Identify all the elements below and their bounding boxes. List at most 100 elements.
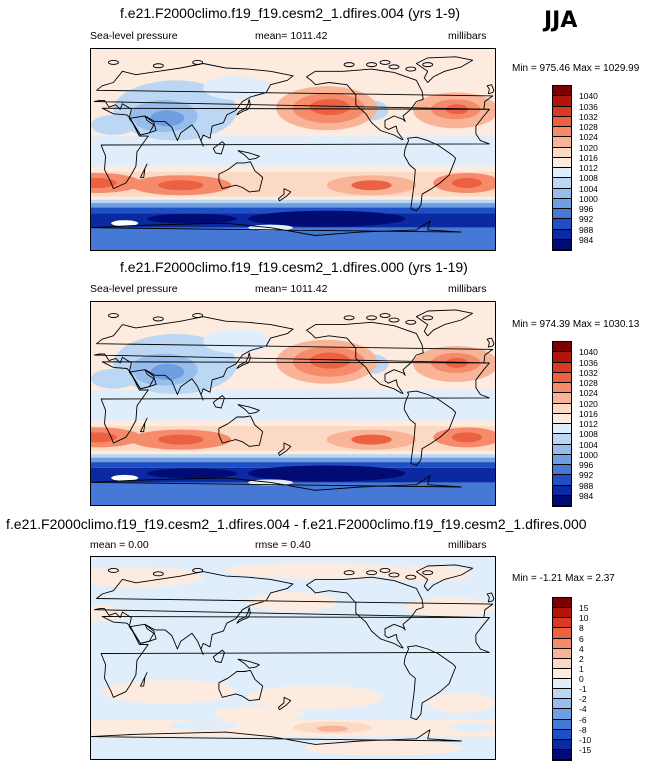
coastlines xyxy=(91,56,495,236)
trough-core xyxy=(248,210,406,227)
colorbar-swatch xyxy=(553,465,571,476)
europe-asia-coastline xyxy=(93,63,494,147)
island-coastline xyxy=(107,59,119,65)
island-coastline xyxy=(152,316,164,322)
madagascar-coastline xyxy=(139,417,148,433)
colorbar-swatch xyxy=(553,739,571,750)
south-america-coastline xyxy=(403,136,457,212)
colorbar-tick-label: 1024 xyxy=(579,132,598,143)
uk-coastline xyxy=(486,592,495,603)
colorbar-swatch xyxy=(553,485,571,496)
colorbar-swatch xyxy=(553,658,571,669)
colorbar-tick-label: 1032 xyxy=(579,111,598,122)
colorbar-tick-label: 1020 xyxy=(579,142,598,153)
colorbar-swatch xyxy=(553,699,571,710)
positive-anomaly xyxy=(304,739,462,756)
island-coastline xyxy=(192,568,204,573)
madagascar-coastline xyxy=(139,672,148,687)
colorbar-swatch xyxy=(553,413,571,424)
positive-anomaly xyxy=(91,567,204,588)
colorbar-tick-label: 15 xyxy=(579,603,589,614)
island-coastline xyxy=(388,317,400,323)
trough-core xyxy=(147,468,237,479)
panel-2-mean-label: mean= 1011.42 xyxy=(255,283,328,295)
southern-high-core xyxy=(451,178,483,188)
africa-coastline xyxy=(100,616,490,698)
antarctic-band xyxy=(91,482,495,505)
island-coastline xyxy=(343,62,355,68)
colorbar-tick-label: 1040 xyxy=(579,347,598,358)
island-coastline xyxy=(366,570,378,576)
arabia-coastline xyxy=(129,369,155,390)
island-coastline xyxy=(343,570,355,576)
colorbar-tick-label: 1016 xyxy=(579,152,598,163)
colorbar-swatch xyxy=(553,106,571,117)
southern-high-core xyxy=(351,180,392,191)
panel-3-minmax: Min = -1.21 Max = 2.37 xyxy=(512,573,615,584)
greenland-coastline xyxy=(415,309,474,337)
panel-3-map xyxy=(90,556,496,760)
antarctic-plateau xyxy=(111,220,139,227)
trough-core xyxy=(147,213,237,224)
trough-band-3 xyxy=(91,462,495,468)
colorbar-swatch xyxy=(553,729,571,740)
colorbar-swatch xyxy=(553,168,571,179)
north-pacific-high-core xyxy=(309,99,351,116)
positive-anomaly xyxy=(427,692,495,713)
colorbar-tick-label: -1 xyxy=(579,684,587,695)
colorbar-swatch xyxy=(553,198,571,209)
positive-anomaly xyxy=(248,591,338,612)
north-pacific-high-core xyxy=(309,352,351,369)
madagascar-coastline xyxy=(139,163,148,178)
trough-band-1 xyxy=(91,199,495,204)
colorbar-swatch xyxy=(553,188,571,199)
colorbar-tick-label: 984 xyxy=(579,234,594,245)
greenland-coastline xyxy=(415,56,474,83)
negative-anomaly xyxy=(169,720,237,731)
colorbar-tick-label: 1004 xyxy=(579,439,598,450)
colorbar-swatch xyxy=(553,86,571,97)
colorbar-swatch xyxy=(553,137,571,148)
island-coastline xyxy=(379,568,391,573)
colorbar-tick-label: 988 xyxy=(579,480,594,491)
island-coastline xyxy=(422,62,434,68)
colorbar-swatch xyxy=(553,209,571,220)
colorbar-tick-label: 8 xyxy=(579,623,584,634)
island-coastline xyxy=(343,315,355,321)
borneo-coastline xyxy=(212,649,225,663)
arabia-coastline xyxy=(129,623,155,644)
colorbar-swatch xyxy=(553,628,571,639)
colorbar-tick-label: 1004 xyxy=(579,183,598,194)
colorbar-tick-label: -8 xyxy=(579,724,587,735)
colorbar-tick-label: -4 xyxy=(579,704,587,715)
panel-2-map xyxy=(90,301,496,506)
colorbar-tick-label: -2 xyxy=(579,694,587,705)
uk-coastline xyxy=(486,84,495,95)
australia-coastline xyxy=(218,669,264,702)
colorbar-swatch xyxy=(553,719,571,730)
colorbar-swatch xyxy=(553,424,571,435)
colorbar-swatch xyxy=(553,648,571,659)
colorbar-swatch xyxy=(553,403,571,414)
panel-3-title: f.e21.F2000climo.f19_f19.cesm2_1.dfires.… xyxy=(6,516,587,532)
southern-high-core xyxy=(158,434,204,445)
island-coastline xyxy=(107,568,119,573)
colorbar-tick-label: 984 xyxy=(579,490,594,501)
trough-band-2 xyxy=(91,203,495,208)
arctic-band xyxy=(91,302,495,323)
colorbar-tick-label: 1016 xyxy=(579,408,598,419)
new-zealand-coastline xyxy=(277,188,292,202)
panel-3-rmse-label: rmse = 0.40 xyxy=(255,539,311,551)
colorbar-tick-label: 1012 xyxy=(579,163,598,173)
coastlines xyxy=(91,564,495,745)
colorbar-tick-label: 1008 xyxy=(579,173,598,184)
colorbar-tick-label: 1028 xyxy=(579,122,598,132)
colorbar-tick-label: 10 xyxy=(579,613,589,624)
europe-asia-coastline xyxy=(93,316,494,401)
colorbar-swatch xyxy=(553,668,571,679)
colorbar-swatch xyxy=(553,679,571,690)
panel-1-title: f.e21.F2000climo.f19_f19.cesm2_1.dfires.… xyxy=(120,5,461,21)
colorbar-swatch xyxy=(553,689,571,700)
uk-coastline xyxy=(486,337,495,348)
colorbar-tick-label: 996 xyxy=(579,460,594,470)
